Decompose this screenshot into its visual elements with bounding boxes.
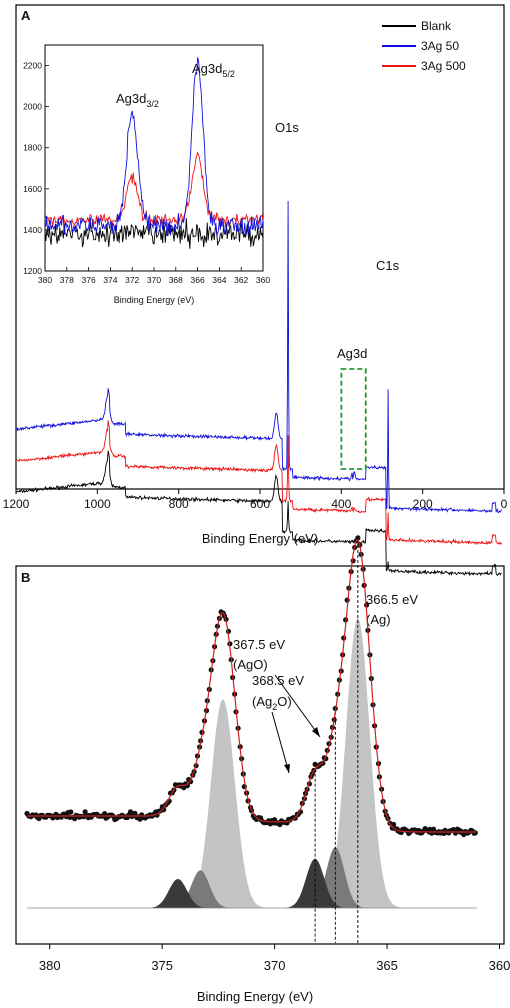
panel-a-legend: Blank 3Ag 50 3Ag 500 (382, 19, 466, 73)
component-peak (247, 858, 383, 908)
panel-a: A 1200 1000 800 600 400 200 0 Binding Energy (… (3, 4, 508, 577)
inset-x-tick-label: 364 (212, 275, 226, 285)
panel-b-x-axis-label: Binding Energy (eV) (197, 989, 313, 1004)
inset-y-tick-label: 1600 (23, 184, 42, 194)
inset-peak-label-ag3d32: Ag3d3/2 (116, 91, 159, 109)
panel-a-x-tick-label: 800 (169, 497, 189, 511)
panel-b-x-tick-label: 370 (264, 958, 286, 973)
annotation-ag2o-species: (Ag2O) (252, 694, 292, 712)
component-peak (155, 699, 291, 908)
inset-y-tick-label: 2200 (23, 61, 42, 71)
survey-line-ag50 (15, 200, 502, 514)
survey-line-blank (15, 450, 502, 577)
data-point (472, 830, 478, 836)
inset-x-tick-label: 362 (234, 275, 248, 285)
inset-x-tick-label: 372 (125, 275, 139, 285)
inset-x-tick-label: 378 (60, 275, 74, 285)
data-point (137, 816, 143, 822)
component-peak (110, 879, 246, 908)
inset-peak-label-ag3d52: Ag3d5/2 (192, 61, 235, 79)
inset-y-tick-label: 1800 (23, 143, 42, 153)
data-point (391, 821, 397, 827)
data-point (127, 809, 134, 815)
panel-a-survey-spectra (15, 200, 502, 577)
inset-y-tick-label: 2000 (23, 102, 42, 112)
arrow-ago-head (312, 727, 320, 737)
panel-a-x-tick-label: 1000 (84, 497, 111, 511)
arrow-ago (274, 674, 321, 738)
inset-x-tick-label: 376 (82, 275, 96, 285)
data-point (320, 760, 326, 766)
annotation-ag-energy: 366.5 eV (366, 592, 418, 607)
data-point (161, 807, 167, 813)
inset-chart: 1200 1400 1600 1800 2000 2200 380 378 376 374 372… (23, 44, 270, 305)
panel-a-x-tick-label: 1200 (3, 497, 30, 511)
o1s-label: O1s (275, 120, 299, 135)
inset-x-tick-label: 360 (256, 275, 270, 285)
inset-y-tick-label: 1200 (23, 266, 42, 276)
inset-x-tick-label: 368 (169, 275, 183, 285)
panel-b-x-tick-label: 360 (489, 958, 510, 973)
legend-label-3ag50: 3Ag 50 (421, 39, 459, 53)
c1s-label: C1s (376, 258, 400, 273)
arrow-ag2o-head (284, 764, 290, 773)
inset-y-tick-label: 1400 (23, 225, 42, 235)
panel-b: B 380 375 370 365 360 Binding Energy (eV) 36… (15, 535, 510, 1004)
inset-series (44, 57, 264, 249)
data-point (68, 809, 74, 815)
data-point (132, 810, 138, 817)
inset-x-ticks: 380 378 376 374 372 370 368 366 364 362 360 (38, 267, 270, 285)
panel-b-x-tick-label: 365 (376, 958, 398, 973)
inset-x-tick-label: 380 (38, 275, 52, 285)
panel-b-x-ticks: 380 375 370 365 360 (39, 944, 510, 973)
data-point (184, 783, 190, 789)
data-point (355, 535, 361, 541)
panel-a-x-tick-label: 0 (501, 497, 508, 511)
inset-x-tick-label: 370 (147, 275, 161, 285)
data-point (102, 811, 108, 817)
annotation-ago-energy: 367.5 eV (233, 637, 285, 652)
panel-a-x-ticks: 1200 1000 800 600 400 200 0 (3, 489, 508, 511)
panel-a-x-tick-label: 200 (413, 497, 433, 511)
inset-x-axis-label: Binding Energy (eV) (114, 295, 195, 305)
inset-y-ticks: 1200 1400 1600 1800 2000 2200 (23, 61, 49, 276)
panel-b-guides (314, 540, 359, 943)
panel-b-x-tick-label: 375 (151, 958, 173, 973)
survey-line-ag500 (15, 420, 502, 546)
panel-b-label: B (21, 570, 30, 585)
data-point (344, 597, 350, 603)
ag3d-highlight-box (340, 368, 367, 470)
legend-label-3ag500: 3Ag 500 (421, 59, 466, 73)
inset-x-tick-label: 366 (191, 275, 205, 285)
panel-b-frame (15, 565, 505, 945)
panel-a-x-axis-label: Binding Energy (eV) (202, 531, 318, 546)
legend-label-blank: Blank (421, 19, 452, 33)
inset-x-tick-label: 374 (103, 275, 117, 285)
panel-b-x-tick-label: 380 (39, 958, 61, 973)
arrow-ag2o (271, 711, 290, 774)
annotation-ag2o-energy: 368.5 eV (252, 673, 304, 688)
panel-b-fit-line (27, 539, 476, 833)
data-point (427, 826, 433, 832)
annotation-ago-species: (AgO) (233, 657, 268, 672)
inset-line-3ag-50 (44, 57, 264, 237)
inset-line-3ag-500 (44, 151, 264, 228)
component-peak (132, 870, 268, 908)
annotation-ag-species: (Ag) (366, 612, 391, 627)
panel-a-label: A (21, 8, 31, 23)
panel-a-x-tick-label: 400 (331, 497, 351, 511)
data-point (350, 558, 356, 564)
ag3d-label: Ag3d (337, 346, 367, 361)
